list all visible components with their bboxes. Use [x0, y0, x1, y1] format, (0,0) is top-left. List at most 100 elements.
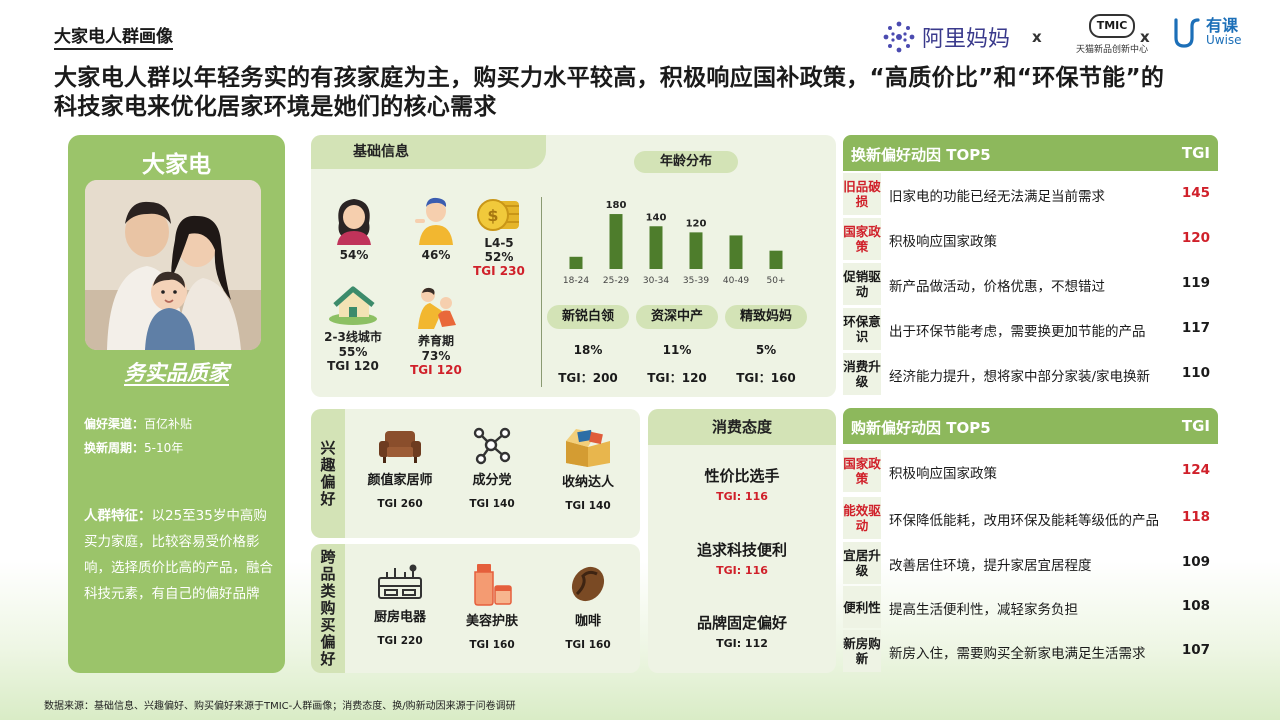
- tmic-subtitle: 天猫新品创新中心: [1075, 45, 1148, 55]
- skincare-icon: [474, 564, 512, 606]
- newbuy-row: 宜居升级 改善居住环境，提升家居宜居程度 109: [843, 542, 1218, 584]
- segment-pill: 精致妈妈: [725, 305, 807, 329]
- logo-separator: x: [1140, 28, 1150, 46]
- alimama-text: 阿里妈妈: [922, 27, 1011, 52]
- renew-text: 新产品做活动，价格优惠，不想错过: [889, 279, 1105, 295]
- interest-item: 颜值家居师 TGI 260: [355, 425, 445, 510]
- age-data-label: 120: [686, 218, 707, 229]
- wealth-pct: 52%: [484, 250, 514, 264]
- newbuy-tag: 国家政策: [843, 450, 881, 492]
- age-tick-label: 40-49: [723, 276, 749, 286]
- cross-tgi: TGI 220: [377, 635, 423, 647]
- basic-info-title: 基础信息: [311, 135, 546, 169]
- interest-name: 成分党: [472, 473, 512, 488]
- city-label: 2-3线城市: [324, 330, 382, 344]
- age-tick-label: 18-24: [563, 276, 589, 286]
- attitude-title: 消费态度: [648, 409, 836, 445]
- renew-tag: 国家政策: [843, 218, 881, 260]
- city-pct: 55%: [338, 345, 368, 359]
- cross-name: 咖啡: [574, 614, 601, 629]
- age-bar: [609, 214, 623, 269]
- age-bar: [569, 256, 583, 269]
- coffee-bean-icon: [571, 566, 605, 602]
- cross-name: 美容护肤: [465, 614, 518, 629]
- interest-card: 兴趣偏好 颜值家居师 TGI 260 成分党 TGI 140 收纳达人: [311, 409, 640, 538]
- cross-category-card: 跨品类购买偏好 厨房电器 TGI 220 美容护肤 TGI 160: [311, 544, 640, 673]
- alimama-dots-icon: [883, 21, 915, 53]
- preferred-channel: 偏好渠道：百亿补贴: [84, 415, 192, 432]
- age-chart-title: 年龄分布: [634, 151, 738, 173]
- svg-text:$: $: [487, 206, 498, 225]
- renew-tgi: 119: [1181, 275, 1210, 291]
- segment-tgi: TGI：120: [647, 371, 707, 385]
- interest-item: 收纳达人 TGI 140: [543, 425, 633, 512]
- segment-pct: 18%: [573, 343, 603, 357]
- cross-name: 厨房电器: [373, 610, 426, 625]
- data-source-note: 数据来源：基础信息、兴趣偏好、购买偏好来源于TMIC-人群画像；消费态度、换/购…: [44, 701, 516, 712]
- page-headline: 大家电人群以年轻务实的有孩家庭为主，购买力水平较高，积极响应国补政策，“高质价比…: [54, 65, 1165, 120]
- newbuy-tgi-label: TGI: [1181, 417, 1210, 435]
- logo-separator: x: [1032, 28, 1042, 46]
- newbuy-tag: 新房购新: [843, 630, 881, 672]
- age-bar-chart: 18-24 25-29 180 30-34 140 35-39 120 40-49 50+: [563, 200, 786, 286]
- renew-tag: 旧品破损: [843, 173, 881, 215]
- sofa-icon: [379, 431, 421, 463]
- attitude-item: 性价比选手 TGI: 116: [648, 465, 836, 503]
- wealth-tgi: TGI 230: [473, 264, 525, 278]
- uwise-cn: 有课: [1206, 16, 1239, 35]
- newbuy-tgi: 107: [1181, 642, 1210, 658]
- interest-name: 收纳达人: [561, 475, 614, 490]
- molecule-icon: [473, 427, 511, 465]
- desc-text: 以25至35岁中高购买力家庭，比较容易受价格影响，选择质价比高的产品，融合科技元…: [84, 508, 273, 602]
- age-tick-label: 50+: [767, 276, 786, 286]
- kitchen-appliance-icon: [378, 564, 422, 599]
- renew-row: 旧品破损 旧家电的功能已经无法满足当前需求 145: [843, 173, 1218, 215]
- renew-tag: 促销驱动: [843, 263, 881, 305]
- tmic-badge: TMIC: [1089, 14, 1135, 38]
- house-icon: [329, 286, 377, 325]
- family-illustration: [85, 180, 261, 350]
- uwise-mark-icon: [1174, 18, 1200, 48]
- cross-tgi: TGI 160: [469, 639, 515, 651]
- renew-title: 换新偏好动因 TOP5: [851, 146, 991, 164]
- age-bar: [649, 226, 663, 269]
- newbuy-row: 能效驱动 环保降低能耗，改用环保及能耗等级低的产品 118: [843, 497, 1218, 539]
- renew-tgi: 145: [1181, 185, 1210, 201]
- interest-tgi: TGI 140: [565, 500, 611, 512]
- age-tick-label: 30-34: [643, 276, 669, 286]
- female-icon: [337, 199, 371, 245]
- attitude-item: 品牌固定偏好 TGI: 112: [648, 612, 836, 650]
- parent-child-icon: [418, 287, 456, 329]
- newbuy-row: 国家政策 积极响应国家政策 124: [843, 450, 1218, 492]
- age-bar: [769, 250, 783, 269]
- male-pct: 46%: [421, 248, 451, 262]
- parenting-tgi: TGI 120: [410, 363, 462, 377]
- storage-box-icon: [566, 429, 610, 467]
- renew-tgi: 110: [1181, 365, 1210, 381]
- interest-tgi: TGI 260: [377, 498, 423, 510]
- male-icon: [415, 197, 453, 245]
- city-stat: 2-3线城市 55% TGI 120: [317, 285, 389, 373]
- newbuy-text: 新房入住，需要购买全新家电满足生活需求: [889, 646, 1146, 662]
- interest-label: 兴趣偏好: [311, 409, 345, 538]
- newbuy-tag: 能效驱动: [843, 497, 881, 539]
- wealth-level: L4-5: [484, 236, 514, 250]
- newbuy-text: 提高生活便利性，减轻家务负担: [889, 602, 1078, 618]
- persona-description: 人群特征：以25至35岁中高购买力家庭，比较容易受价格影响，选择质价比高的产品，…: [84, 503, 274, 607]
- newbuy-tgi: 118: [1181, 509, 1210, 525]
- female-pct: 54%: [339, 248, 369, 262]
- cross-item: 咖啡 TGI 160: [543, 562, 633, 651]
- age-tick-label: 25-29: [603, 276, 629, 286]
- persona-title: 大家电: [142, 152, 211, 178]
- desc-label: 人群特征：: [84, 508, 152, 524]
- segment-pct: 11%: [662, 343, 692, 357]
- renew-text: 积极响应国家政策: [889, 234, 997, 250]
- renew-text: 经济能力提升，想将家中部分家装/家电换新: [889, 369, 1151, 385]
- newbuy-title: 购新偏好动因 TOP5: [851, 419, 991, 437]
- persona-card: 大家电 务实品质家 偏好渠道：百亿补贴 换新周期：5-10年 人群特征：以25至…: [68, 135, 285, 673]
- new-purchase-motivation-panel: 购新偏好动因 TOP5 TGI 国家政策 积极响应国家政策 124 能效驱动 环…: [843, 408, 1218, 674]
- newbuy-header: 购新偏好动因 TOP5 TGI: [843, 408, 1218, 444]
- renew-motivation-panel: 换新偏好动因 TOP5 TGI 旧品破损 旧家电的功能已经无法满足当前需求 14…: [843, 135, 1218, 397]
- segment-pct: 5%: [755, 343, 777, 357]
- attitude-name: 品牌固定偏好: [696, 614, 787, 632]
